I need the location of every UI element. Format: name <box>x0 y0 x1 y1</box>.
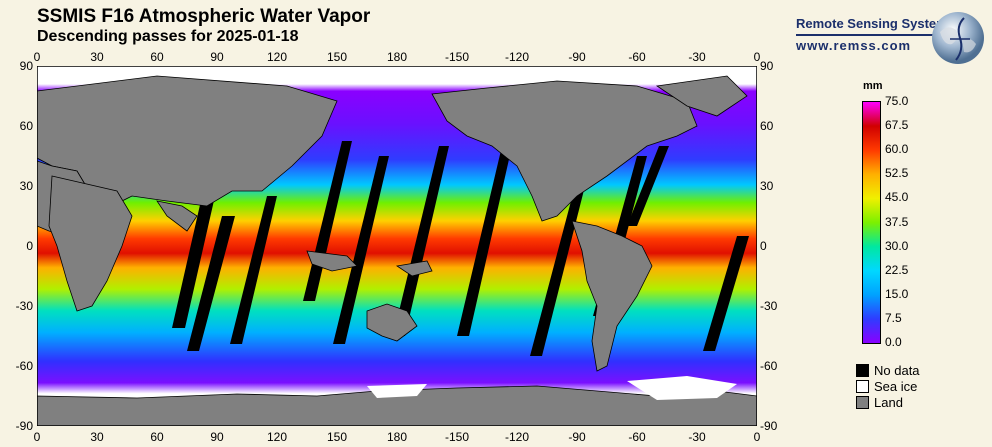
lon-label: 0 <box>753 430 761 444</box>
lat-label: 30 <box>19 179 33 193</box>
sea-ice-swatch-icon <box>856 379 869 393</box>
lat-label: -30 <box>15 299 33 313</box>
lat-label: 60 <box>760 119 774 133</box>
lat-label: -90 <box>760 419 778 433</box>
legend-item-sea-ice: Sea ice <box>856 378 920 394</box>
lon-label: 120 <box>266 430 288 444</box>
lon-label: 180 <box>386 50 408 64</box>
lon-label: -60 <box>628 430 646 444</box>
colorbar-label: 45.0 <box>885 190 909 204</box>
logo-url[interactable]: www.remss.com <box>796 38 912 53</box>
map-legend: No data Sea ice Land <box>856 362 920 410</box>
lat-label: 30 <box>760 179 774 193</box>
lon-label: 30 <box>90 50 104 64</box>
lon-label: 120 <box>266 50 288 64</box>
lon-label: 150 <box>326 430 348 444</box>
lon-label: 60 <box>150 430 164 444</box>
colorbar-label: 75.0 <box>885 94 909 108</box>
map-subtitle: Descending passes for 2025-01-18 <box>37 28 299 45</box>
water-vapor-map[interactable] <box>37 66 757 426</box>
lon-label: -30 <box>688 430 706 444</box>
lon-label: 90 <box>210 430 224 444</box>
lon-label: -150 <box>444 430 470 444</box>
legend-label: Land <box>874 394 903 410</box>
lat-label: 90 <box>760 59 774 73</box>
legend-label: No data <box>874 362 920 378</box>
colorbar-label: 15.0 <box>885 287 909 301</box>
colorbar-label: 7.5 <box>885 311 902 325</box>
land-masses <box>37 75 757 426</box>
rss-logo[interactable]: Remote Sensing Systems www.remss.com <box>796 16 955 53</box>
lon-label: -60 <box>628 50 646 64</box>
sea-ice <box>367 376 737 400</box>
lat-label: 0 <box>26 239 33 253</box>
lat-label: -90 <box>15 419 33 433</box>
lon-label: 0 <box>753 50 761 64</box>
colorbar <box>862 101 881 344</box>
lon-label: 60 <box>150 50 164 64</box>
land-swatch-icon <box>856 395 869 409</box>
no-data-swatch-icon <box>856 363 869 377</box>
colorbar-label: 0.0 <box>885 335 902 349</box>
lon-label: -30 <box>688 50 706 64</box>
lon-label: 0 <box>33 50 41 64</box>
lon-label: -90 <box>568 50 586 64</box>
lon-label: 90 <box>210 50 224 64</box>
logo-name: Remote Sensing Systems <box>796 16 955 31</box>
lon-label: 30 <box>90 430 104 444</box>
colorbar-label: 52.5 <box>885 166 909 180</box>
legend-label: Sea ice <box>874 378 918 394</box>
lat-label: 90 <box>19 59 33 73</box>
globe-logo-icon <box>932 12 984 64</box>
legend-item-no-data: No data <box>856 362 920 378</box>
lat-label: 0 <box>760 239 767 253</box>
lon-label: 150 <box>326 50 348 64</box>
map-title: SSMIS F16 Atmospheric Water Vapor <box>37 6 371 27</box>
lat-label: -30 <box>760 299 778 313</box>
lon-label: -120 <box>504 430 530 444</box>
lat-label: -60 <box>760 359 778 373</box>
legend-item-land: Land <box>856 394 920 410</box>
lon-label: 0 <box>33 430 41 444</box>
lon-label: -120 <box>504 50 530 64</box>
lon-label: 180 <box>386 430 408 444</box>
lat-label: 60 <box>19 119 33 133</box>
colorbar-unit: mm <box>863 80 883 92</box>
colorbar-label: 22.5 <box>885 263 909 277</box>
lon-label: -150 <box>444 50 470 64</box>
colorbar-label: 37.5 <box>885 215 909 229</box>
colorbar-label: 67.5 <box>885 118 909 132</box>
lon-label: -90 <box>568 430 586 444</box>
colorbar-label: 60.0 <box>885 142 909 156</box>
colorbar-label: 30.0 <box>885 239 909 253</box>
lat-label: -60 <box>15 359 33 373</box>
logo-divider <box>796 34 954 36</box>
